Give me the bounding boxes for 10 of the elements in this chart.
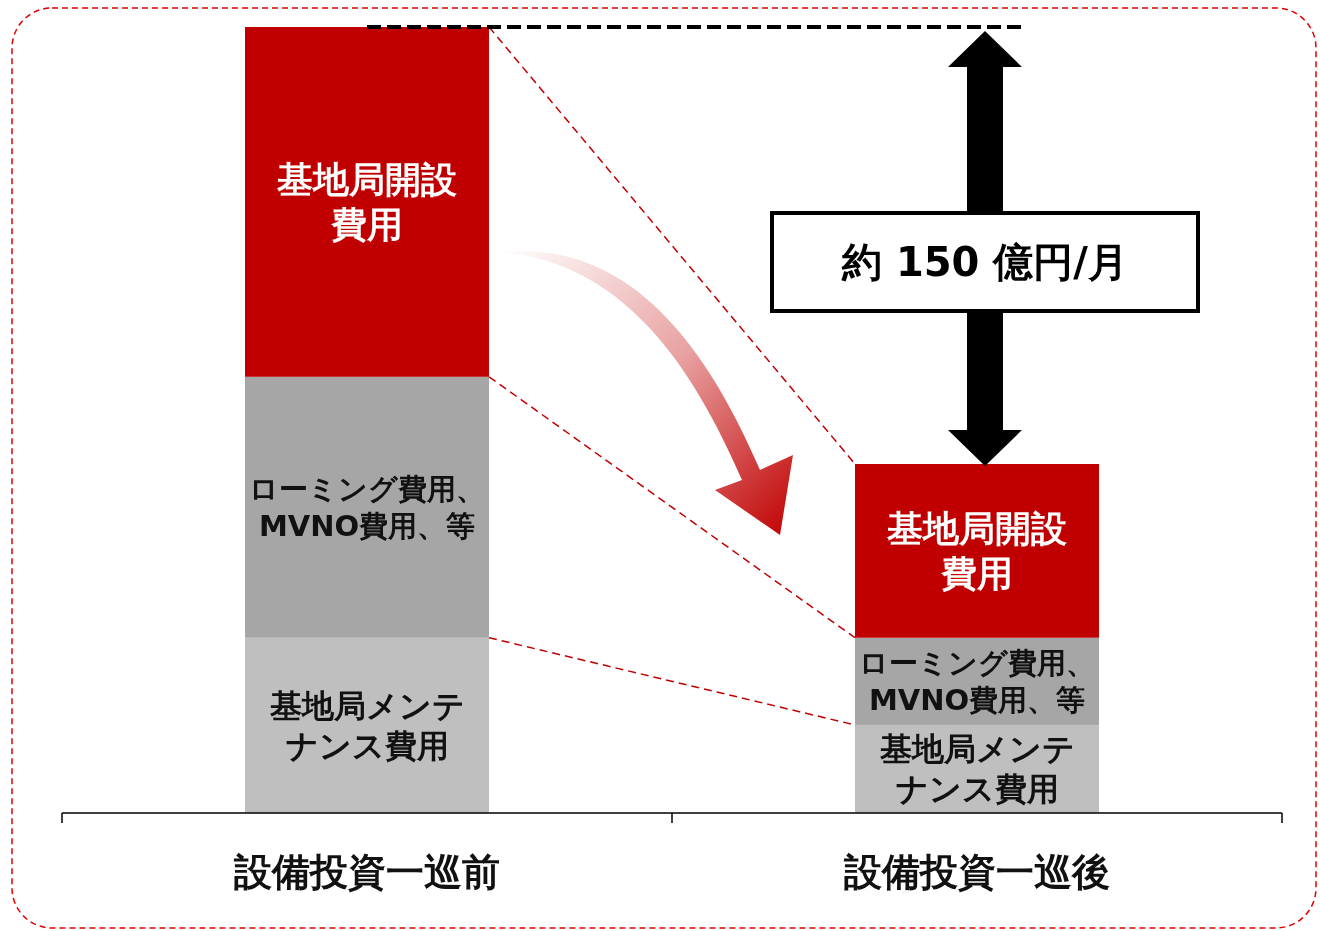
text: 基地局開設費用 <box>887 507 1067 594</box>
text: ローミング費用、MVNO費用、等 <box>859 646 1095 717</box>
series-label: 基地局メンテナンス費用 <box>878 730 1075 809</box>
text: 基地局メンテナンス費用 <box>269 686 465 765</box>
x-tick-label: 設備投資一巡前 <box>233 850 500 895</box>
series-label: 基地局開設費用 <box>276 158 457 245</box>
bar <box>245 376 489 638</box>
annotation: 約 150 億円/月 <box>841 239 1128 285</box>
x-tick-label: 設備投資一巡後 <box>843 850 1110 895</box>
series-label: ローミング費用、MVNO費用、等 <box>249 472 485 543</box>
